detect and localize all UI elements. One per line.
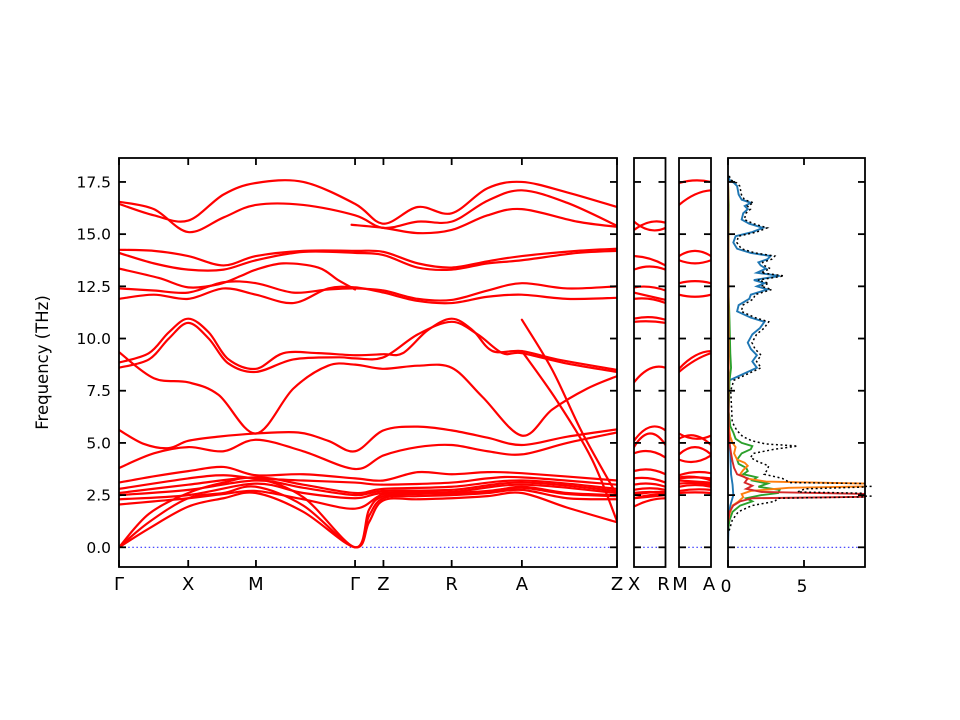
phonon-band: [119, 320, 617, 374]
y-axis-title: Frequency (THz): [33, 295, 52, 430]
phonon-band: [119, 482, 617, 501]
main-panel-ticks: [118, 158, 618, 567]
bands-MA-ticks: [679, 181, 711, 549]
dos-total-dotted: [728, 175, 865, 531]
phonon-band: [119, 247, 617, 269]
phonon-band: [634, 320, 666, 324]
dos-panel-frame: [727, 157, 866, 568]
bands-MA-panel: [679, 179, 711, 548]
kpoint-label: M: [248, 574, 264, 595]
dos-projected-red: [728, 181, 865, 523]
phonon-band: [119, 491, 617, 549]
phonon-band: [634, 220, 666, 232]
y-tick-label: 17.5: [76, 173, 111, 191]
phonon-band: [119, 485, 617, 549]
phonon-band: [119, 262, 357, 291]
dos-x-tick-label: 0: [721, 577, 732, 597]
y-tick-label: 10.0: [76, 330, 111, 348]
main-band-panel: [119, 179, 617, 549]
kpoint-label: R: [445, 574, 458, 595]
dos-x-tick-label: 5: [797, 577, 808, 597]
phonon-band: [119, 465, 617, 484]
phonon-band: [679, 349, 711, 370]
y-tick-label: 2.5: [86, 487, 111, 505]
phonon-band: [634, 316, 666, 321]
phonon-band: [634, 497, 666, 508]
phonon-band: [679, 454, 711, 464]
kpoint-label: Z: [611, 574, 623, 595]
phonon-band: [119, 476, 617, 495]
y-tick-label: 5.0: [86, 434, 111, 452]
y-tick-label: 7.5: [86, 382, 111, 400]
kpoint-label: R: [657, 574, 670, 595]
bands-MA-panel-frame: [678, 157, 712, 568]
y-tick-label: 0.0: [86, 539, 111, 557]
phonon-band: [634, 254, 666, 267]
phonon-band: [119, 474, 617, 490]
phonon-band: [679, 479, 711, 484]
phonon-band: [520, 318, 617, 497]
phonon-band: [679, 249, 711, 258]
phonon-band: [679, 432, 711, 440]
kpoint-label: A: [703, 574, 716, 595]
kpoint-label: X: [182, 574, 194, 595]
phonon-band: [679, 293, 711, 298]
kpoint-label: Γ: [350, 574, 360, 595]
phonon-band: [679, 488, 711, 493]
phonon-band: [634, 487, 666, 491]
phonon-band: [634, 425, 666, 442]
y-tick-label: 15.0: [76, 226, 111, 244]
phonon-band: [679, 445, 711, 456]
bands-XR-ticks: [634, 181, 666, 549]
phonon-band: [119, 317, 617, 371]
phonon-band: [119, 485, 617, 510]
phonon-band: [679, 481, 711, 486]
phonon-band: [634, 476, 666, 484]
phonon-band: [119, 425, 617, 453]
phonon-band: [679, 491, 711, 495]
phonon-band: [679, 483, 711, 488]
phonon-band: [634, 482, 666, 488]
bands-XR-panel: [634, 220, 666, 548]
bands-XR-panel-frame: [633, 157, 667, 568]
phonon-band: [679, 476, 711, 480]
phonon-band: [119, 479, 617, 497]
dos-ticks: [727, 158, 865, 567]
phonon-band: [679, 280, 711, 285]
kpoint-label: M: [672, 574, 688, 595]
dos-projected-orange: [728, 179, 865, 523]
kpoint-label: X: [628, 574, 640, 595]
phonon-band: [520, 349, 617, 523]
phonon-band: [634, 365, 666, 384]
phonon-band: [634, 297, 666, 305]
phonon-band: [634, 265, 666, 271]
kpoint-label: A: [516, 574, 529, 595]
kpoint-label: Z: [377, 574, 389, 595]
dos-projected-green: [728, 181, 782, 531]
phonon-band: [119, 179, 617, 225]
phonon-band: [634, 220, 666, 232]
phonon-band: [634, 291, 666, 302]
phonon-band: [634, 468, 666, 476]
phonon-band: [119, 189, 617, 234]
phonon-band: [119, 431, 617, 471]
phonon-band: [119, 351, 617, 437]
main-band-panel-frame: [118, 157, 618, 568]
phonon-band: [679, 352, 711, 374]
phonon-band: [634, 449, 666, 459]
phonon-band: [679, 470, 711, 477]
phonon-band: [119, 249, 617, 272]
kpoint-label: Γ: [114, 574, 124, 595]
dos-panel: [728, 175, 865, 548]
phonon-band: [679, 259, 711, 265]
y-tick-label: 12.5: [76, 278, 111, 296]
phonon-band: [679, 189, 711, 207]
